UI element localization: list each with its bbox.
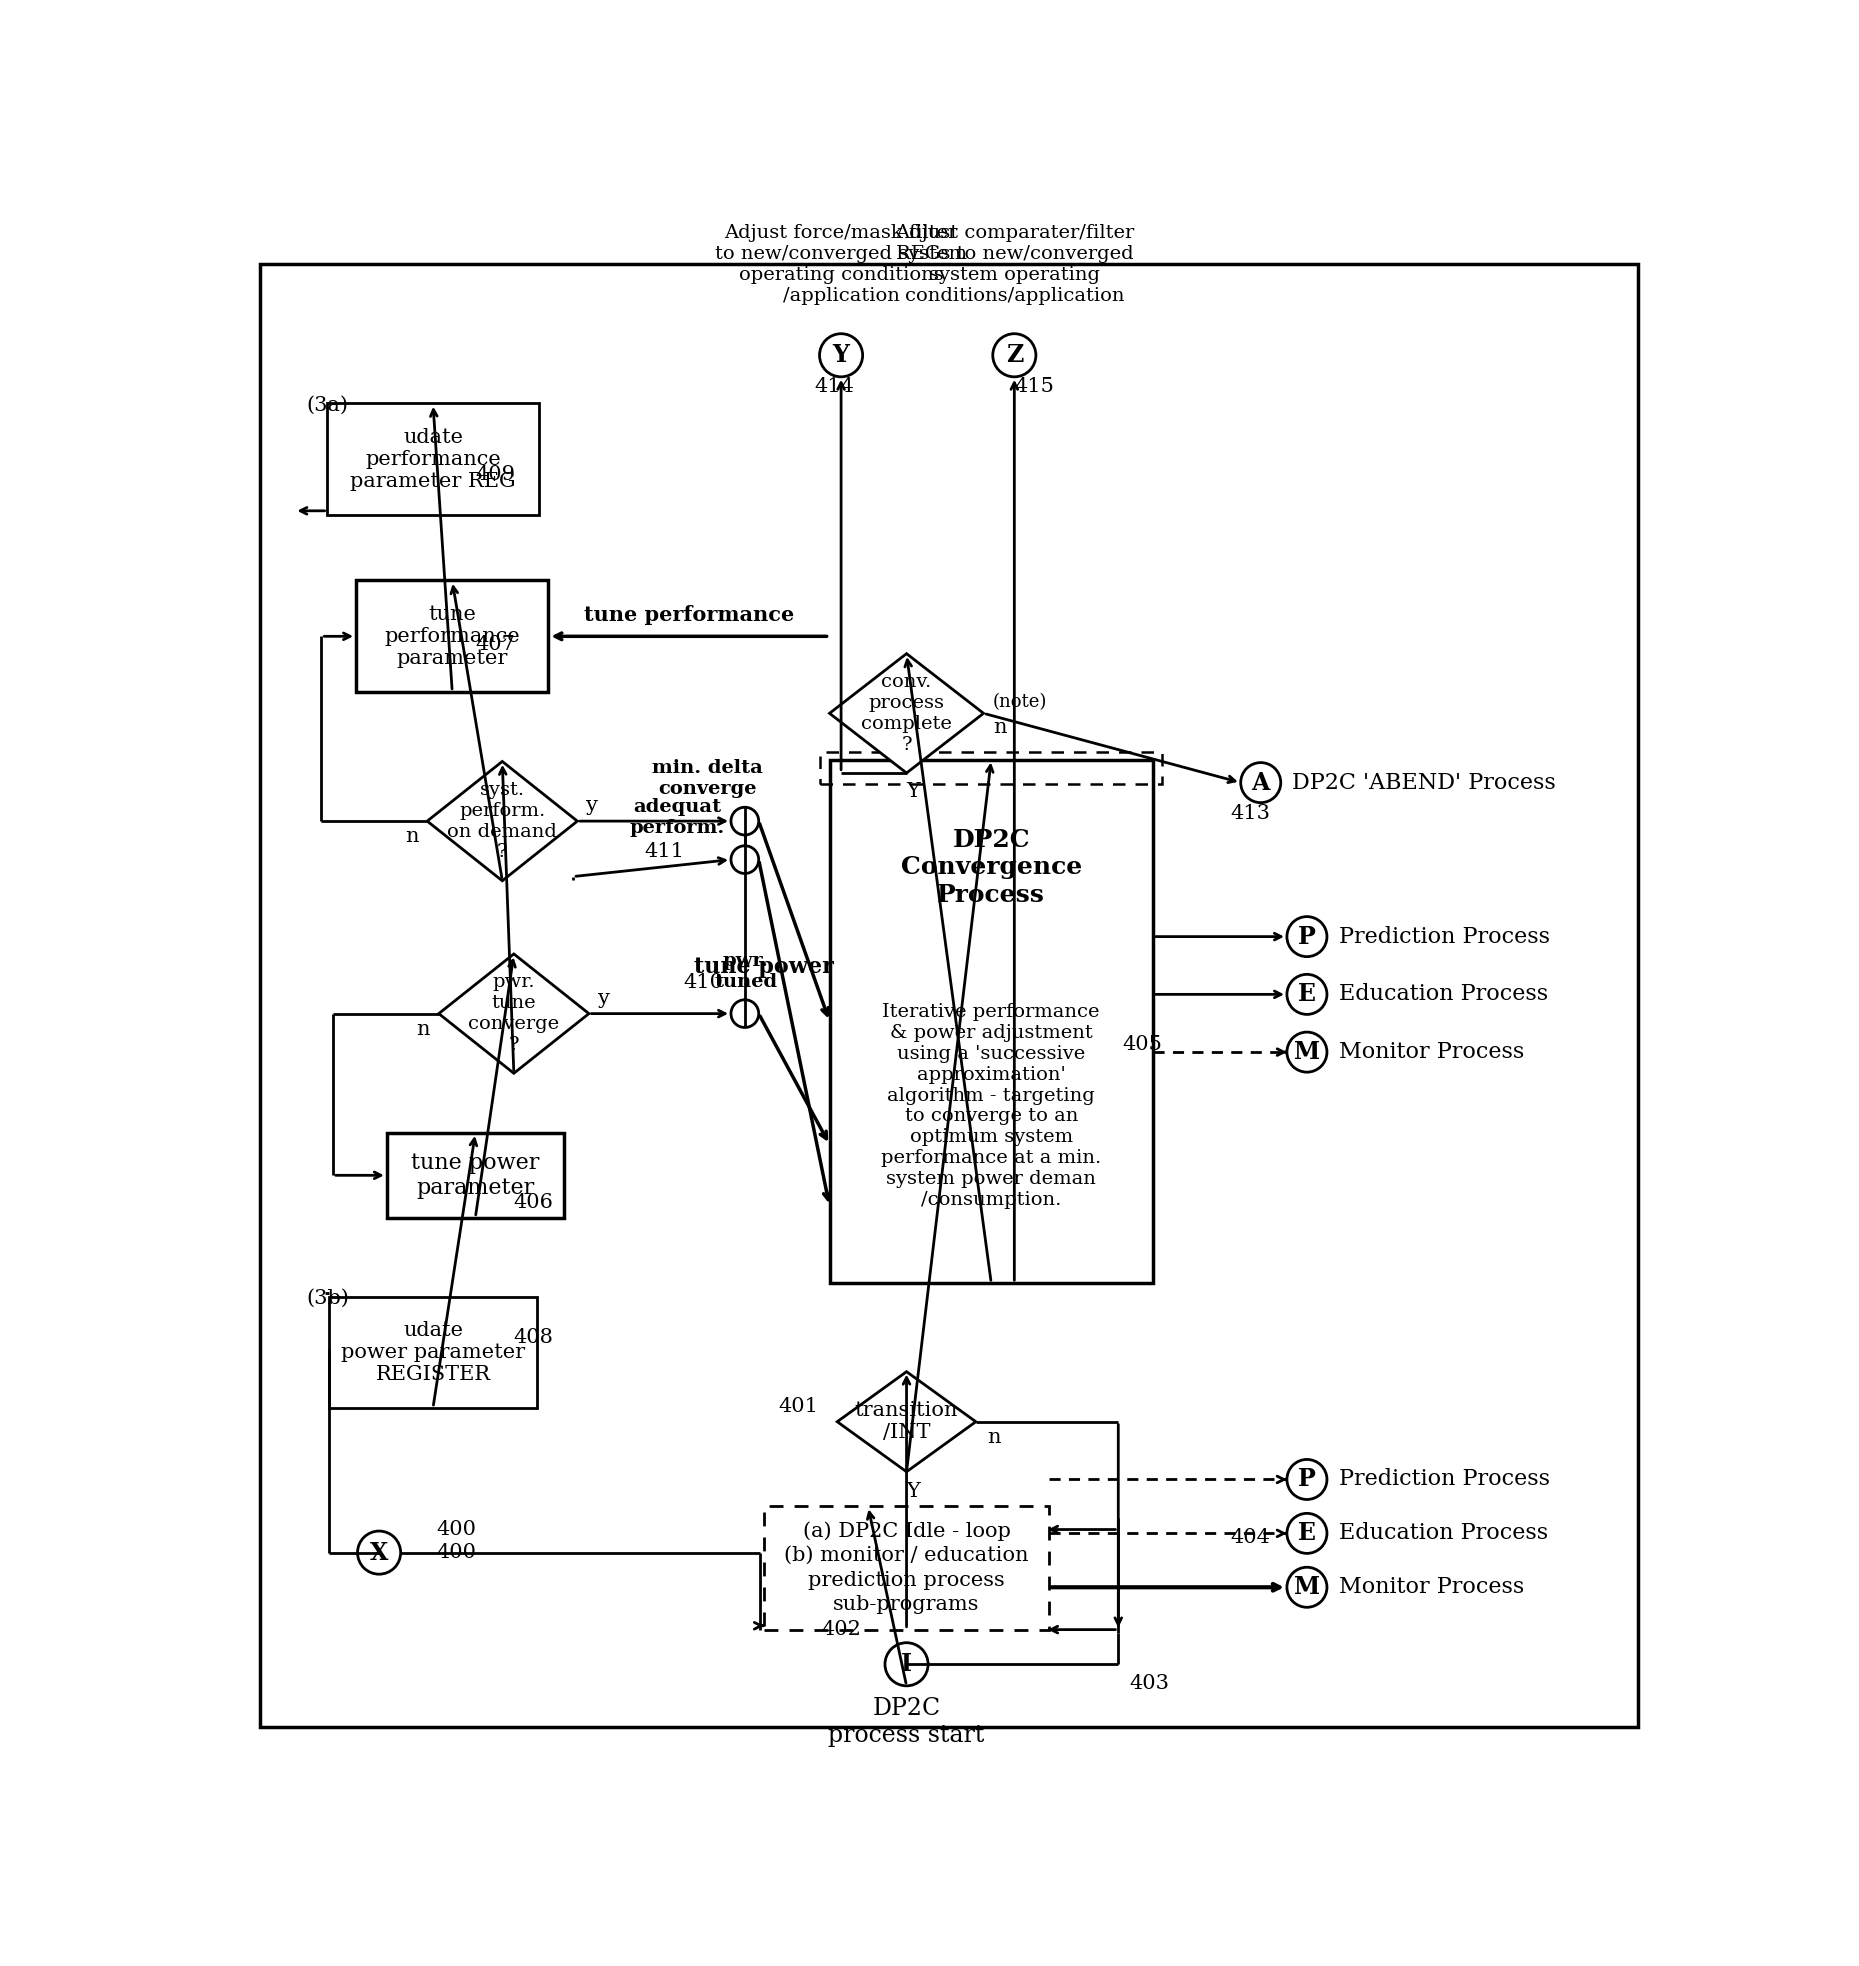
Text: Prediction Process: Prediction Process bbox=[1338, 1469, 1550, 1490]
Text: M: M bbox=[1294, 1040, 1320, 1064]
Text: DP2C 'ABEND' Process: DP2C 'ABEND' Process bbox=[1292, 771, 1556, 794]
Text: Y: Y bbox=[905, 1482, 920, 1500]
Text: Education Process: Education Process bbox=[1338, 1522, 1549, 1545]
Text: DP2C
process start: DP2C process start bbox=[829, 1697, 985, 1748]
Circle shape bbox=[1286, 1459, 1327, 1500]
Circle shape bbox=[1286, 975, 1327, 1014]
Text: conv.
process
complete
?: conv. process complete ? bbox=[861, 672, 952, 753]
Text: (a) DP2C Idle - loop: (a) DP2C Idle - loop bbox=[803, 1522, 1011, 1541]
Text: Y: Y bbox=[833, 344, 850, 368]
Text: P: P bbox=[1298, 1467, 1316, 1492]
Polygon shape bbox=[428, 761, 578, 881]
Text: X: X bbox=[370, 1541, 389, 1565]
Text: n: n bbox=[993, 718, 1006, 737]
Text: prediction process: prediction process bbox=[809, 1571, 1006, 1590]
Text: 400: 400 bbox=[437, 1520, 478, 1539]
Text: 410: 410 bbox=[684, 973, 723, 993]
Text: 402: 402 bbox=[822, 1620, 863, 1640]
Circle shape bbox=[1286, 1032, 1327, 1071]
Polygon shape bbox=[439, 954, 589, 1073]
Text: 405: 405 bbox=[1123, 1034, 1162, 1054]
Bar bbox=[820, 751, 1162, 784]
Text: n: n bbox=[405, 828, 418, 845]
Text: (3b): (3b) bbox=[307, 1290, 349, 1307]
Text: n: n bbox=[416, 1020, 429, 1038]
Text: Y: Y bbox=[905, 782, 920, 802]
Text: 400: 400 bbox=[437, 1543, 478, 1563]
Text: 404: 404 bbox=[1231, 1528, 1270, 1547]
Text: adequat
perform.: adequat perform. bbox=[630, 798, 725, 838]
Text: pwr.
tune
converge
?: pwr. tune converge ? bbox=[468, 973, 560, 1054]
Text: Monitor Process: Monitor Process bbox=[1338, 1577, 1524, 1598]
Text: udate
power parameter
REGISTER: udate power parameter REGISTER bbox=[340, 1321, 524, 1384]
Circle shape bbox=[1286, 1567, 1327, 1608]
Bar bbox=[327, 403, 539, 515]
Text: 415: 415 bbox=[1015, 377, 1054, 395]
Text: I: I bbox=[902, 1651, 913, 1677]
Circle shape bbox=[1240, 763, 1281, 802]
Text: sub-programs: sub-programs bbox=[833, 1596, 980, 1614]
Text: A: A bbox=[1251, 771, 1270, 794]
Circle shape bbox=[820, 334, 863, 377]
Bar bbox=[329, 1298, 537, 1408]
Text: Monitor Process: Monitor Process bbox=[1338, 1042, 1524, 1064]
Bar bbox=[387, 1132, 563, 1217]
Text: n: n bbox=[987, 1427, 1000, 1447]
Polygon shape bbox=[829, 653, 983, 773]
Text: Adjust comparater/filter
REGs to new/converged
system operating
conditions/appli: Adjust comparater/filter REGs to new/con… bbox=[894, 224, 1134, 305]
Circle shape bbox=[731, 808, 758, 836]
Polygon shape bbox=[837, 1372, 976, 1473]
Circle shape bbox=[885, 1644, 928, 1685]
Text: tune performance: tune performance bbox=[584, 606, 794, 625]
Text: 413: 413 bbox=[1231, 804, 1270, 824]
Text: 408: 408 bbox=[513, 1327, 554, 1347]
Text: 407: 407 bbox=[476, 635, 515, 653]
Text: E: E bbox=[1298, 983, 1316, 1007]
Text: (b) monitor / education: (b) monitor / education bbox=[784, 1545, 1028, 1565]
Bar bbox=[764, 1506, 1048, 1630]
Text: tune power
parameter: tune power parameter bbox=[411, 1152, 539, 1199]
Text: 414: 414 bbox=[814, 377, 853, 395]
Text: y: y bbox=[586, 796, 599, 816]
Text: Prediction Process: Prediction Process bbox=[1338, 926, 1550, 948]
Text: 409: 409 bbox=[476, 466, 515, 484]
Circle shape bbox=[1286, 916, 1327, 957]
Text: tune power: tune power bbox=[693, 955, 835, 979]
Text: (3a): (3a) bbox=[307, 395, 348, 415]
Text: pwr.
tuned: pwr. tuned bbox=[714, 952, 777, 991]
Text: Adjust force/mask filter
to new/converged system
operating conditions
/applicati: Adjust force/mask filter to new/converge… bbox=[716, 224, 967, 305]
Text: 401: 401 bbox=[777, 1396, 818, 1416]
Text: P: P bbox=[1298, 924, 1316, 950]
Text: 411: 411 bbox=[645, 841, 684, 861]
Bar bbox=[355, 580, 548, 692]
Text: M: M bbox=[1294, 1575, 1320, 1598]
Circle shape bbox=[731, 1001, 758, 1028]
Text: y: y bbox=[599, 989, 610, 1009]
Text: udate
performance
parameter REG: udate performance parameter REG bbox=[349, 429, 515, 492]
Circle shape bbox=[357, 1532, 402, 1575]
Text: 403: 403 bbox=[1130, 1673, 1169, 1693]
Circle shape bbox=[731, 845, 758, 873]
Text: Education Process: Education Process bbox=[1338, 983, 1549, 1005]
Text: min. delta
converge: min. delta converge bbox=[653, 759, 764, 798]
Text: tune
performance
parameter: tune performance parameter bbox=[385, 606, 521, 668]
Text: 406: 406 bbox=[513, 1193, 554, 1211]
Circle shape bbox=[1286, 1514, 1327, 1553]
Text: (note): (note) bbox=[993, 692, 1047, 712]
Text: Z: Z bbox=[1006, 344, 1022, 368]
Text: Iterative performance
& power adjustment
using a 'successive
approximation'
algo: Iterative performance & power adjustment… bbox=[881, 1003, 1101, 1209]
Circle shape bbox=[993, 334, 1035, 377]
Text: DP2C
Convergence
Process: DP2C Convergence Process bbox=[900, 828, 1082, 906]
Text: transition
/INT: transition /INT bbox=[855, 1402, 957, 1443]
Text: syst.
perform.
on demand
?: syst. perform. on demand ? bbox=[448, 781, 558, 861]
Bar bbox=[829, 759, 1153, 1284]
Text: E: E bbox=[1298, 1522, 1316, 1545]
